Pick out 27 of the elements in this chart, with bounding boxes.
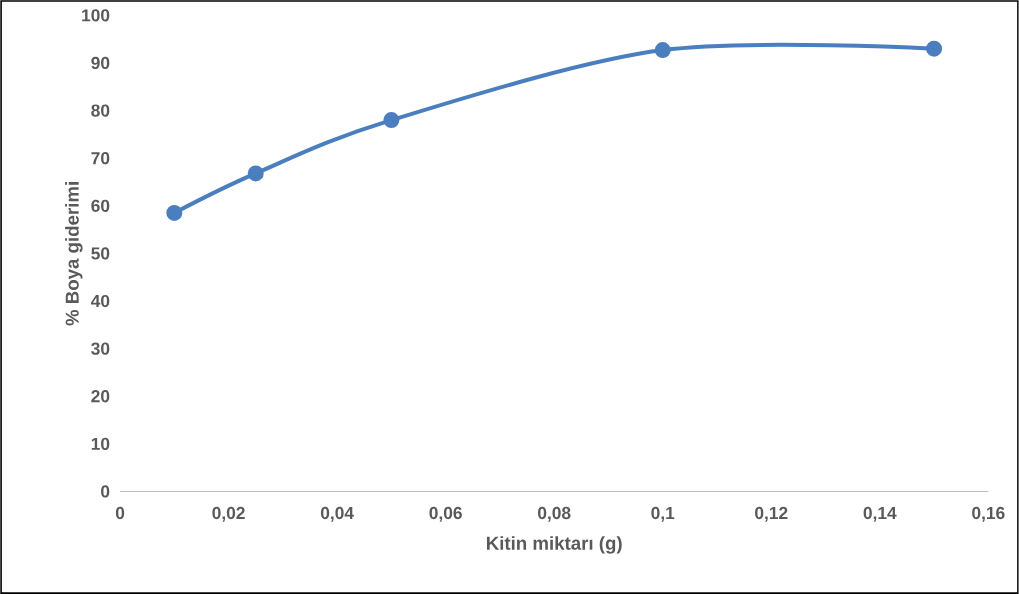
x-tick-label: 0,04 [320,506,354,522]
y-tick-label: 90 [91,56,110,69]
y-axis-title: % Boya giderimi [65,182,83,326]
point [247,165,264,182]
x-tick-label: 0,12 [755,506,788,522]
y-tick-label: 20 [91,390,110,403]
y-tick-label: 10 [91,437,110,450]
y-tick-label: 0 [101,485,110,498]
x-tick-label: 0,14 [863,506,897,522]
point [926,40,943,57]
x-tick-label: 0,08 [538,506,571,522]
y-tick-label: 80 [91,104,110,117]
x-tick-label: 0,1 [651,506,675,522]
point [654,42,671,58]
x-tick-label: 0,06 [429,506,462,522]
y-tick-label: 70 [91,151,110,165]
y-tick-label: 50 [91,247,110,260]
x-tick-label: 0,02 [212,506,245,522]
y-tick-label: 30 [91,342,110,355]
point [166,204,183,221]
point [383,112,400,128]
x-axis-title: Kitin miktarı (g) [486,536,622,554]
y-tick-label: 60 [91,199,110,212]
y-tick-label: 40 [90,294,110,308]
x-tick-label: 0 [115,506,125,520]
y-tick-label: 100 [82,9,110,22]
x-tick-label: 0,16 [972,506,1005,522]
